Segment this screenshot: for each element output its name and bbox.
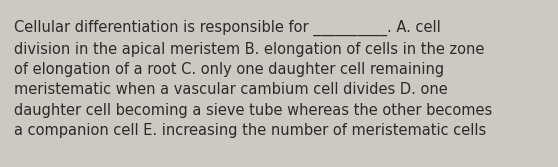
Text: Cellular differentiation is responsible for __________. A. cell
division in the : Cellular differentiation is responsible … bbox=[14, 20, 492, 138]
